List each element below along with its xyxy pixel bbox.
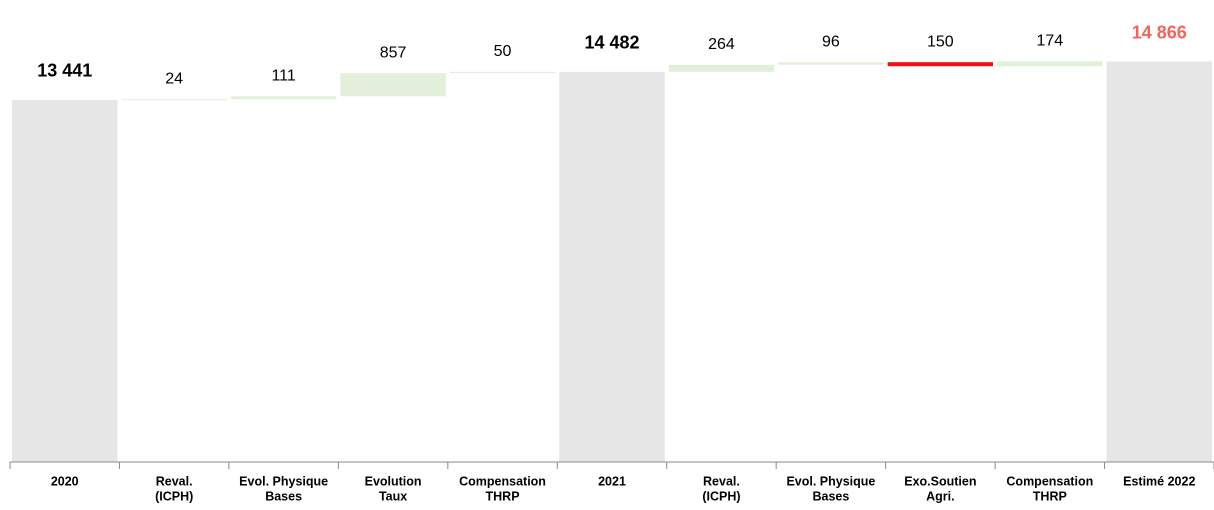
bar <box>340 73 446 97</box>
x-tick-label: Evol. Physique <box>239 474 328 488</box>
value-label: 13 441 <box>37 61 92 81</box>
value-label: 24 <box>165 70 183 87</box>
value-label: 264 <box>708 36 735 53</box>
bar <box>449 71 556 74</box>
bar <box>668 64 775 72</box>
x-tick-label: Compensation <box>459 474 546 488</box>
x-tick-label: THRP <box>486 489 520 503</box>
value-label: 111 <box>271 67 295 84</box>
x-tick-label: Bases <box>812 489 849 503</box>
bar <box>559 71 665 462</box>
x-tick-label: Agri. <box>926 489 954 503</box>
x-tick-label: Estimé 2022 <box>1123 474 1195 488</box>
x-tick-label: Exo.Soutien <box>904 474 976 488</box>
bar <box>778 62 884 65</box>
bar <box>1106 61 1212 462</box>
x-tick-label: Evol. Physique <box>786 474 875 488</box>
value-label: 14 482 <box>584 33 639 53</box>
bar <box>12 99 118 462</box>
value-label: 96 <box>822 33 840 50</box>
value-label: 150 <box>927 33 954 50</box>
bar <box>887 62 994 67</box>
x-tick-label: Reval. <box>156 474 193 488</box>
x-tick-label: (ICPH) <box>155 489 193 503</box>
value-label: 14 866 <box>1132 22 1187 42</box>
x-tick-label: Reval. <box>703 474 740 488</box>
x-tick-label: 2020 <box>51 474 79 488</box>
x-tick-label: Compensation <box>1006 474 1093 488</box>
bar <box>997 61 1103 67</box>
value-label: 174 <box>1036 33 1063 50</box>
bar <box>230 96 337 100</box>
x-tick-label: 2021 <box>598 474 626 488</box>
x-tick-label: Evolution <box>365 474 422 488</box>
value-label: 857 <box>380 44 407 61</box>
bar <box>121 99 227 101</box>
x-tick-label: Taux <box>379 489 407 503</box>
x-tick-label: Bases <box>265 489 302 503</box>
x-tick-label: (ICPH) <box>702 489 740 503</box>
value-label: 50 <box>494 43 512 60</box>
x-tick-label: THRP <box>1033 489 1067 503</box>
